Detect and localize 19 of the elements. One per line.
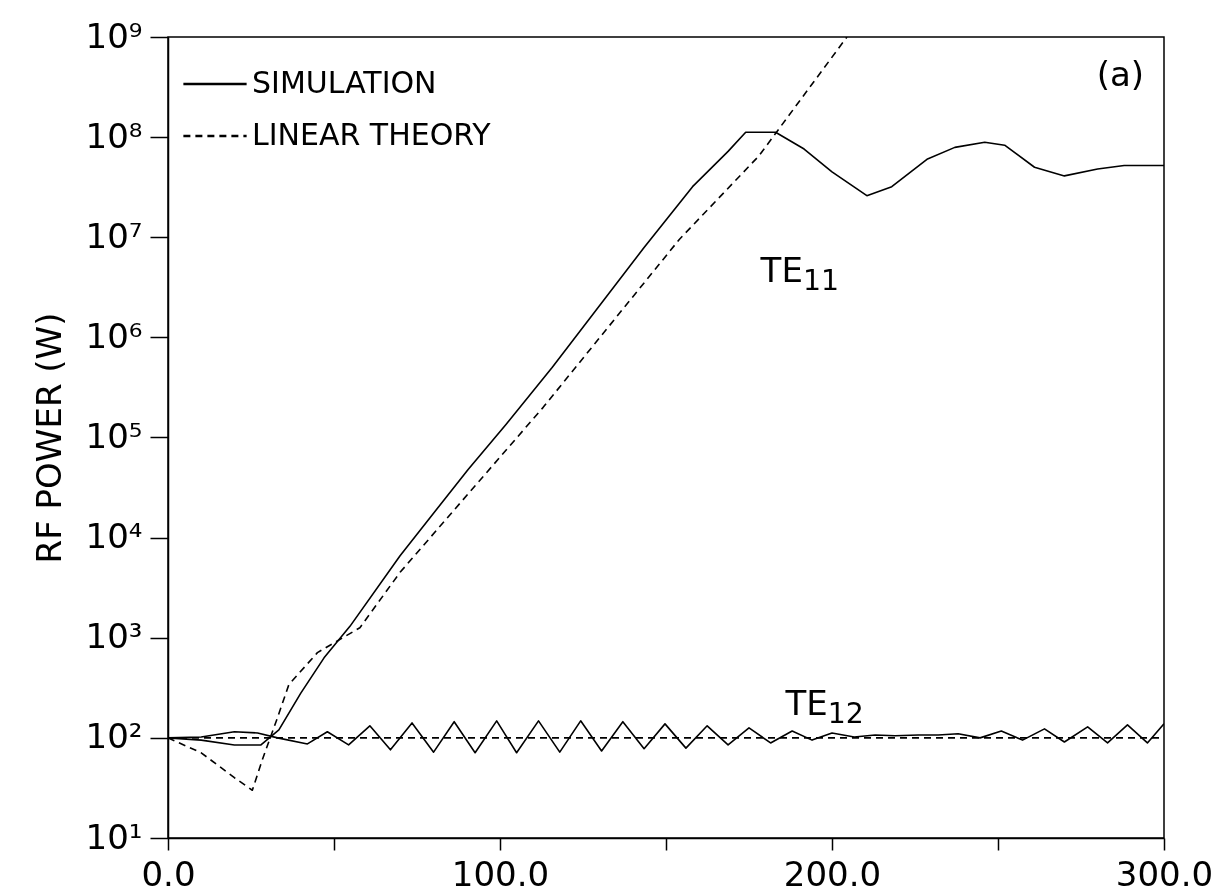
- annotation: TE$_{12}$: [785, 682, 864, 730]
- y-tick-label: 10³: [85, 616, 143, 657]
- y-tick-label: 10⁹: [85, 15, 143, 56]
- y-tick-label: 10⁴: [85, 516, 143, 557]
- y-axis-title: RF POWER (W): [28, 312, 69, 564]
- y-tick-label: 10⁶: [85, 315, 143, 356]
- y-tick-label: 10⁷: [85, 215, 143, 256]
- legend-label: LINEAR THEORY: [252, 117, 492, 152]
- y-tick-label: 10⁸: [85, 115, 143, 156]
- x-tick-label: 300.0: [1115, 853, 1214, 894]
- y-tick-label: 10⁵: [85, 416, 143, 456]
- legend-label: SIMULATION: [252, 65, 437, 100]
- annotation: (a): [1096, 54, 1144, 94]
- y-tick-label: 10¹: [85, 816, 143, 857]
- x-tick-label: 100.0: [451, 853, 550, 894]
- x-tick-label: 200.0: [783, 853, 882, 894]
- x-tick-label: 0.0: [141, 853, 196, 894]
- annotation: TE$_{11}$: [760, 250, 839, 298]
- y-tick-label: 10²: [85, 716, 143, 757]
